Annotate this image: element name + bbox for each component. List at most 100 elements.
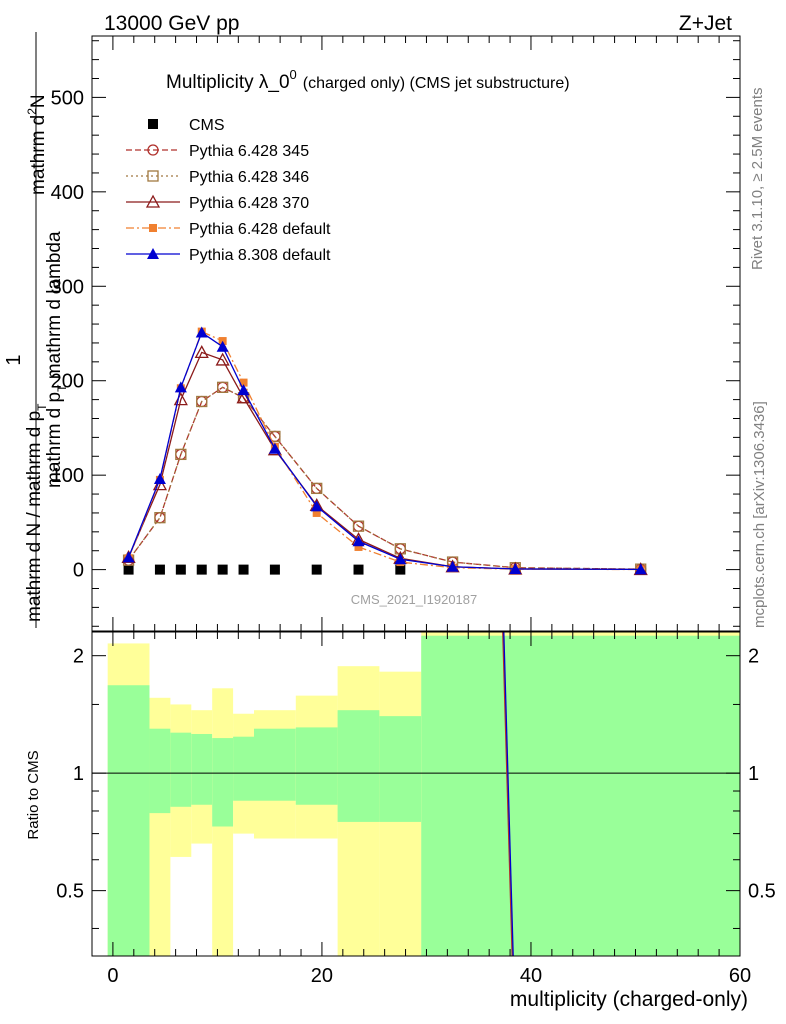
lower-ticks: 0.5 0.51 12 20 20 40 60: [56, 632, 776, 987]
ratio-mc-line: [502, 631, 513, 957]
analysis-watermark: CMS_2021_I1920187: [351, 592, 478, 607]
stat-band: [254, 728, 296, 801]
legend-label: Pythia 6.428 default: [189, 221, 331, 238]
upper-frame: [91, 35, 741, 632]
series-0: [123, 564, 406, 575]
series-line: [127, 351, 641, 571]
data-point-marker: [216, 381, 229, 393]
legend-label: Pythia 8.308 default: [189, 247, 331, 264]
data-point-marker: [352, 535, 365, 547]
legend-label: Pythia 6.428 370: [189, 195, 309, 212]
stat-band: [379, 716, 422, 822]
data-point-marker: [215, 352, 230, 366]
data-point-marker: [195, 326, 208, 338]
y-tick-label: 200: [51, 371, 84, 393]
data-point-marker: [269, 564, 280, 575]
ratio-mc-line: [503, 631, 514, 957]
data-point-marker: [174, 381, 187, 393]
data-point-marker: [634, 563, 647, 575]
lower-panel: 0.5 0.51 12 20 20 40 60 Ratio to CMS multiplic…: [25, 631, 776, 1011]
data-point-marker: [312, 508, 321, 517]
stat-band: [191, 733, 213, 805]
ratio-y-tick-label-right: 2: [748, 646, 759, 668]
data-point-marker: [395, 564, 406, 575]
y-label-denominator: mathrm d N / mathrm d pT: [24, 403, 49, 622]
mcplots-label: mcplots.cern.ch [arXiv:1306.3436]: [751, 401, 768, 628]
chart-title: Multiplicity λ_00(charged only) (CMS jet…: [166, 67, 570, 93]
x-tick-label: 0: [107, 965, 118, 987]
series-1: [122, 381, 647, 575]
data-point-marker: [154, 512, 166, 524]
legend-label: CMS: [189, 117, 225, 134]
data-point-marker: [196, 395, 208, 408]
x-tick-label: 20: [311, 965, 333, 987]
data-point-marker: [154, 512, 166, 524]
rivet-label: Rivet 3.1.10, ≥ 2.5M events: [749, 88, 766, 271]
ratio-lines: [92, 631, 740, 957]
ratio-y-label: Ratio to CMS: [25, 750, 42, 839]
ratio-y-tick-label: 2: [73, 646, 84, 668]
data-point-marker: [152, 477, 168, 491]
data-point-marker: [196, 564, 207, 575]
stat-band: [337, 710, 380, 822]
upper-series: [121, 326, 648, 576]
y-tick-label: 500: [51, 87, 84, 109]
data-point-marker: [123, 564, 134, 575]
data-point-marker: [147, 248, 159, 259]
data-point-marker: [236, 390, 251, 404]
series-5: [122, 326, 647, 575]
upper-panel: Multiplicity λ_00(charged only) (CMS jet…: [3, 32, 741, 632]
data-point-marker: [311, 564, 322, 575]
x-axis-label: multiplicity (charged-only): [510, 988, 748, 1011]
series-line: [127, 330, 641, 571]
series-line: [128, 386, 641, 570]
series-line: [127, 331, 641, 571]
series-2: [122, 381, 647, 575]
ratio-bands: [107, 632, 740, 956]
data-point-marker: [237, 384, 250, 396]
stat-band: [212, 738, 234, 827]
y-tick-label: 400: [51, 182, 84, 204]
data-point-marker: [175, 564, 186, 575]
series-line: [128, 386, 641, 570]
stat-band: [295, 727, 338, 805]
x-tick-label: 40: [520, 965, 542, 987]
data-point-marker: [311, 482, 323, 495]
legend: CMS Pythia 6.428 345 Pythia 6.428 346 Pythi…: [126, 117, 331, 264]
data-point-marker: [310, 500, 323, 512]
data-point-marker: [145, 194, 161, 208]
data-point-marker: [268, 442, 281, 454]
data-point-marker: [216, 340, 229, 352]
data-point-marker: [154, 564, 165, 575]
data-point-marker: [175, 448, 187, 461]
lower-frame: [91, 631, 741, 957]
y-tick-label: 100: [51, 465, 84, 487]
data-point-marker: [147, 170, 159, 182]
data-point-marker: [149, 224, 157, 232]
header-right: Z+Jet: [679, 12, 732, 35]
y-label-numerator: mathrm d2N: [25, 94, 49, 195]
y-label-factor: 1: [3, 354, 25, 365]
series-4: [124, 327, 645, 574]
y-tick-label: 0: [73, 560, 84, 582]
data-point-marker: [352, 520, 365, 532]
data-point-marker: [153, 472, 166, 484]
ratio-y-tick-label: 0.5: [56, 881, 84, 903]
ratio-y-tick-label-right: 0.5: [748, 881, 776, 903]
y-axis-label: 1 mathrm d2N mathrm d pT mathrm d lambda…: [3, 32, 69, 628]
stat-band: [421, 635, 740, 956]
ratio-y-tick-label-right: 1: [748, 763, 759, 785]
legend-label: Pythia 6.428 345: [189, 143, 309, 160]
data-point-marker: [148, 119, 158, 129]
data-point-marker: [353, 564, 364, 575]
x-tick-label: 60: [729, 965, 751, 987]
data-point-marker: [194, 345, 209, 359]
data-point-marker: [238, 564, 249, 575]
data-point-marker: [122, 551, 135, 563]
header-left: 13000 GeV pp: [104, 12, 239, 35]
data-point-marker: [446, 560, 459, 572]
stat-band: [170, 732, 192, 807]
y-tick-label: 300: [51, 276, 84, 298]
data-point-marker: [509, 562, 522, 574]
